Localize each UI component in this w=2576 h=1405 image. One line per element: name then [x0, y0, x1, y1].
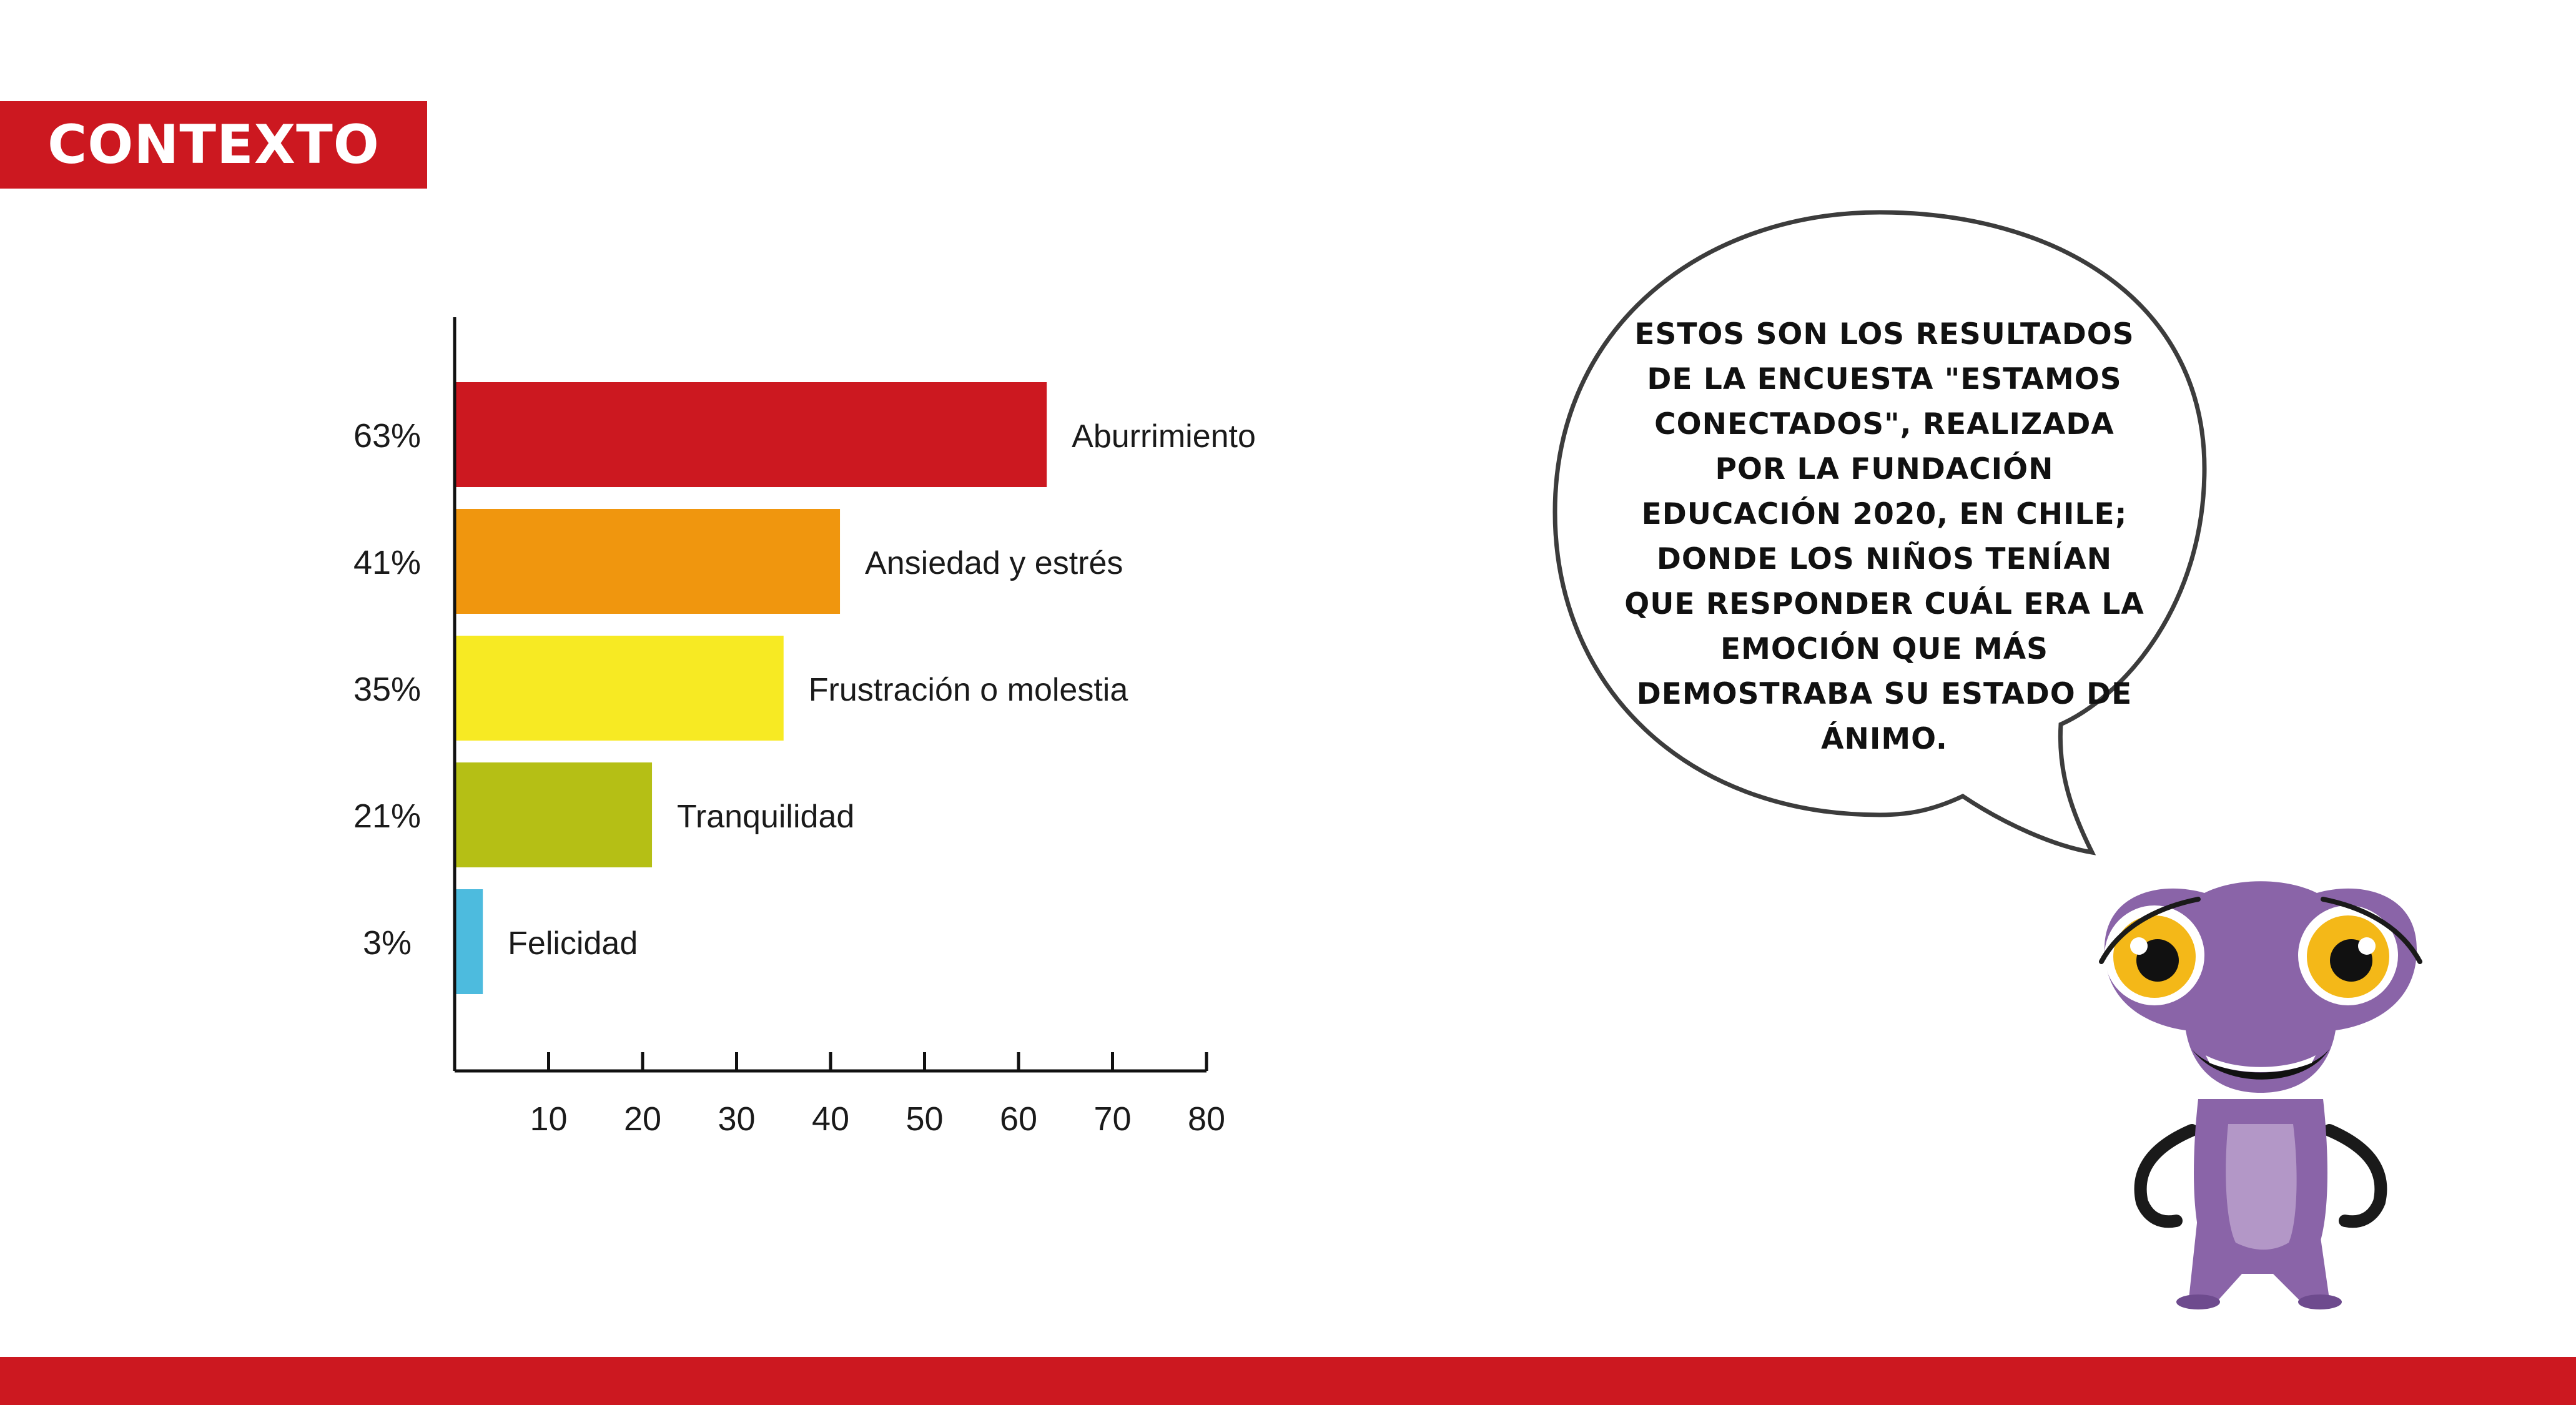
bar — [455, 762, 653, 867]
bar-category-label: Felicidad — [508, 925, 638, 962]
mascot-right-brow — [2321, 897, 2422, 964]
bar-value-label: 21% — [353, 797, 421, 835]
bar-value-label: 35% — [353, 671, 421, 708]
x-tick-label: 30 — [718, 1100, 755, 1138]
bar-category-label: Frustración o molestia — [809, 672, 1128, 708]
x-tick-label: 40 — [812, 1100, 849, 1138]
bar-category-label: Tranquilidad — [677, 799, 854, 835]
bar — [455, 382, 1047, 487]
bar-value-label: 41% — [353, 544, 421, 581]
mascot-right-glint — [2358, 937, 2376, 955]
bar-chart: 63% Aburrimiento 41% Ansiedad y estrés 35% Fr… — [353, 317, 1256, 1138]
section-tag-label: CONTEXTO — [47, 114, 380, 176]
x-tick-label: 60 — [1000, 1100, 1037, 1138]
x-tick-label: 20 — [624, 1100, 661, 1138]
speech-bubble — [1552, 210, 2207, 855]
chart-bars: 63% Aburrimiento 41% Ansiedad y estrés 35% Fr… — [353, 382, 1256, 994]
bar — [455, 509, 841, 614]
mascot-left-pupil — [2136, 939, 2179, 982]
speech-bubble-outline — [1552, 210, 2207, 855]
purple-monster-mascot — [2099, 881, 2422, 1309]
mascot-left-glint — [2130, 937, 2148, 955]
mascot-left-brow — [2099, 897, 2201, 964]
bar-value-label: 63% — [353, 417, 421, 455]
bar-value-label: 3% — [363, 924, 412, 962]
x-tick-label: 80 — [1188, 1100, 1225, 1138]
footer-bar — [0, 1357, 2576, 1405]
bar-category-label: Ansiedad y estrés — [865, 545, 1123, 581]
mascot-left-foot — [2176, 1294, 2220, 1309]
speech-bubble-text: Estos son los resultados de la encuesta … — [1624, 317, 2144, 756]
x-tick-label: 10 — [530, 1100, 567, 1138]
mascot-arms — [2134, 1124, 2387, 1228]
bar — [455, 889, 483, 994]
mascot-right-foot — [2298, 1294, 2342, 1309]
mascot-mouth — [2192, 1049, 2329, 1080]
x-tick-label: 70 — [1093, 1100, 1131, 1138]
mascot-teeth — [2206, 1055, 2316, 1072]
mascot-belly — [2226, 1124, 2297, 1250]
x-tick-label: 50 — [906, 1100, 943, 1138]
section-tag: CONTEXTO — [0, 101, 427, 189]
chart-x-axis: 10 20 30 40 50 60 70 80 — [453, 317, 1225, 1138]
bar-category-label: Aburrimiento — [1072, 418, 1256, 455]
bar — [455, 636, 784, 741]
